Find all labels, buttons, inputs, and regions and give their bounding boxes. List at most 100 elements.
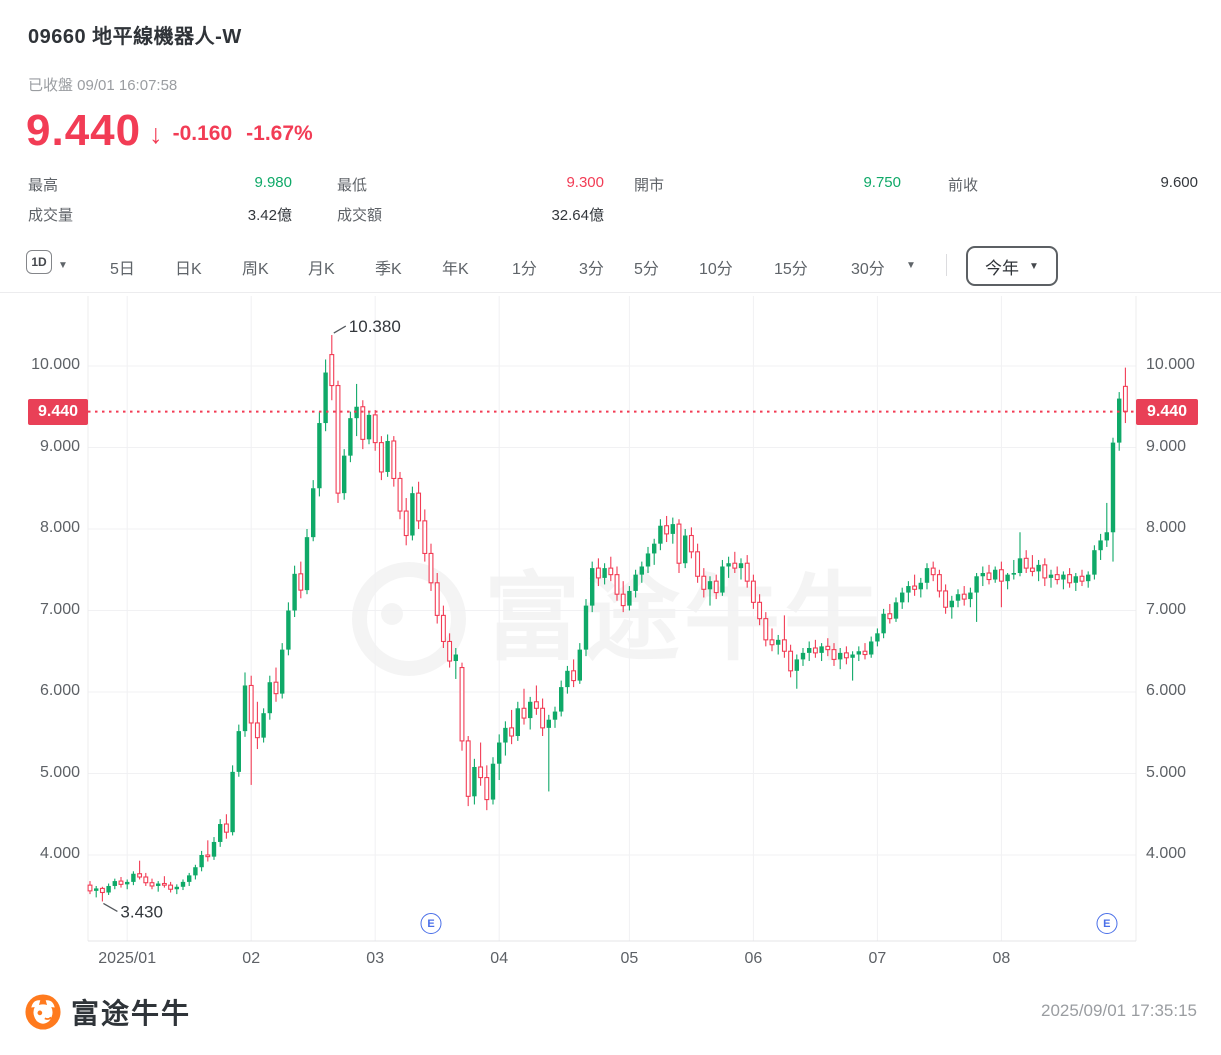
tab-10min[interactable]: 10分 <box>699 261 733 278</box>
y-axis-label-left: 8.000 <box>39 519 80 536</box>
tab-1min[interactable]: 1分 <box>512 261 537 278</box>
candle <box>403 498 409 546</box>
candle <box>180 879 186 891</box>
candle <box>986 564 992 585</box>
x-axis-label: 04 <box>490 950 509 967</box>
range-dropdown-label: 今年 <box>985 258 1020 278</box>
candle <box>838 647 843 670</box>
market-status: 已收盤 09/01 16:07:58 <box>28 77 178 94</box>
prev-close-value: 9.600 <box>1160 174 1198 191</box>
candle <box>187 872 192 886</box>
tab-quarterly[interactable]: 季K <box>375 261 402 278</box>
candle <box>831 643 837 666</box>
extreme-price-annotation: 3.430 <box>120 902 163 921</box>
tab-30min[interactable]: 30分 <box>851 261 885 278</box>
candle <box>812 639 818 658</box>
candle <box>850 651 855 681</box>
candle <box>769 628 775 652</box>
candle <box>118 877 124 888</box>
candle <box>106 883 111 895</box>
chevron-down-icon[interactable]: ▼ <box>58 260 68 271</box>
candle <box>980 566 985 587</box>
candle <box>125 879 130 890</box>
candle <box>856 646 861 662</box>
price-row: 9.440 ↓ -0.160 -1.67% <box>26 106 327 156</box>
candle <box>1104 502 1109 547</box>
tab-5min[interactable]: 5分 <box>634 261 659 278</box>
candle <box>998 561 1004 608</box>
price-change: -0.160 <box>172 122 233 145</box>
candle <box>781 615 787 658</box>
candle <box>497 734 502 781</box>
candle <box>776 634 781 655</box>
candle <box>440 605 446 648</box>
x-axis-label: 08 <box>992 950 1011 967</box>
futu-bull-logo-icon <box>25 994 61 1030</box>
tab-daily[interactable]: 日K <box>175 261 202 278</box>
high-label: 最高 <box>28 177 59 194</box>
tab-15min[interactable]: 15分 <box>774 261 808 278</box>
candle <box>788 644 794 678</box>
price-change-pct: -1.67% <box>246 122 313 145</box>
candle <box>763 612 769 647</box>
candle <box>887 603 893 624</box>
candle <box>137 860 143 880</box>
candle <box>131 871 136 886</box>
candle <box>943 584 949 614</box>
candle <box>1110 437 1116 562</box>
range-dropdown-button[interactable]: 今年 ▼ <box>966 246 1058 286</box>
volume-value: 3.42億 <box>247 207 292 224</box>
candle <box>670 517 675 544</box>
candle <box>1079 569 1085 587</box>
high-value: 9.980 <box>254 174 292 191</box>
candle <box>348 411 353 463</box>
candle <box>807 641 812 662</box>
candle <box>652 538 657 565</box>
chevron-down-icon[interactable]: ▼ <box>906 260 916 271</box>
x-axis-label: 2025/01 <box>98 950 157 967</box>
candle <box>819 643 824 662</box>
candle <box>900 587 905 609</box>
candle <box>528 696 533 730</box>
candle <box>583 599 589 657</box>
tab-weekly[interactable]: 周K <box>242 261 269 278</box>
candle <box>1122 367 1128 424</box>
earnings-event-marker[interactable]: E <box>1096 913 1118 934</box>
candle <box>620 581 626 613</box>
candle <box>794 654 799 689</box>
earnings-event-marker[interactable]: E <box>420 913 442 934</box>
candle <box>168 881 174 893</box>
tab-monthly[interactable]: 月K <box>308 261 335 278</box>
candle <box>930 561 936 582</box>
candle <box>720 559 725 596</box>
candle <box>559 680 564 717</box>
candle <box>552 706 558 728</box>
candle <box>757 594 763 626</box>
tab-yearly[interactable]: 年K <box>442 261 469 278</box>
candle <box>738 558 744 580</box>
candle <box>397 471 403 520</box>
candle <box>329 335 335 401</box>
y-axis-label-right: 7.000 <box>1146 600 1187 618</box>
candle <box>223 814 229 839</box>
tab-5day[interactable]: 5日 <box>110 261 135 278</box>
x-axis-label: 03 <box>366 950 385 967</box>
x-axis-label: 06 <box>744 950 763 967</box>
candle <box>695 543 701 583</box>
candle <box>267 675 272 720</box>
chevron-down-icon: ▼ <box>1029 260 1039 272</box>
candle <box>1023 550 1029 574</box>
candle <box>472 758 477 805</box>
y-axis-label-left: 10.000 <box>31 356 80 373</box>
candle <box>478 742 484 786</box>
tab-3min[interactable]: 3分 <box>579 261 604 278</box>
futu-brand: 富途牛牛 <box>25 992 191 1032</box>
candle <box>428 543 434 591</box>
extreme-price-annotation: 10.380 <box>349 317 401 336</box>
candle <box>335 380 341 503</box>
y-axis-label-right: 5.000 <box>1146 763 1187 781</box>
volume-label: 成交量 <box>28 207 74 224</box>
period-selector-1d[interactable]: 1D <box>26 250 52 274</box>
candle <box>422 509 428 562</box>
